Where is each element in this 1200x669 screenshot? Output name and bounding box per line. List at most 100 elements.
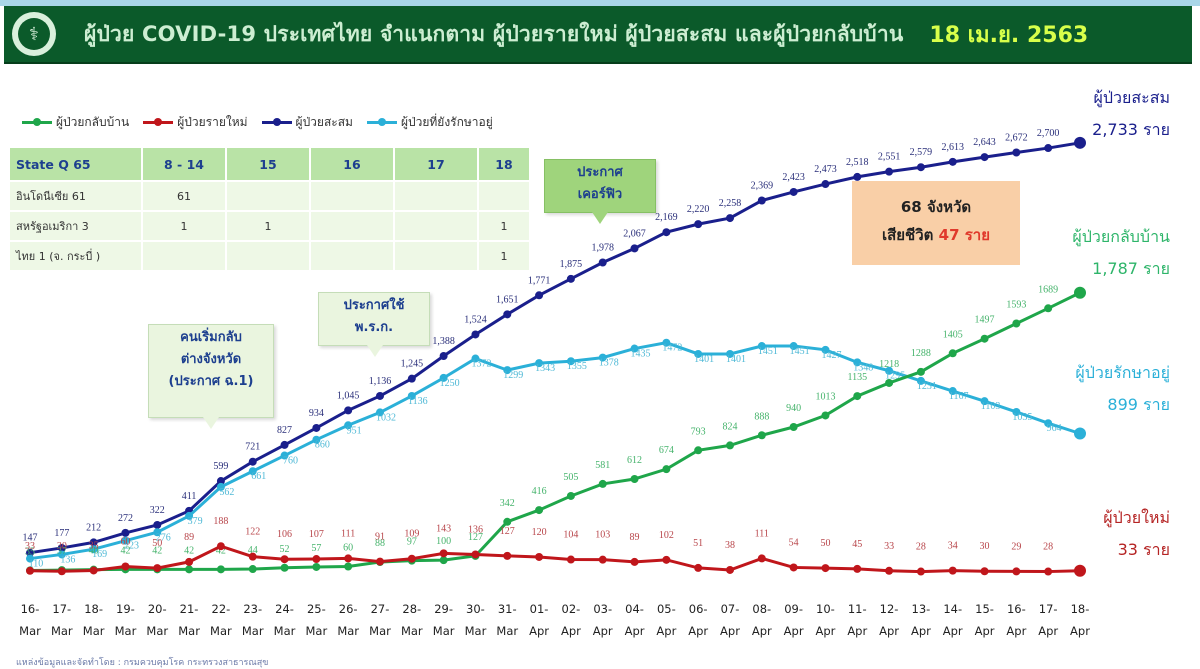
data-label: 33	[884, 541, 894, 552]
data-label: 89	[630, 532, 640, 543]
data-label: 1689	[1038, 284, 1058, 295]
data-point	[344, 421, 353, 430]
legend-swatch-icon	[366, 118, 397, 126]
data-point	[280, 555, 289, 564]
data-label: 106	[277, 529, 292, 540]
legend-swatch-icon	[261, 118, 292, 126]
data-label: 860	[315, 440, 330, 451]
data-label: 57	[311, 543, 321, 554]
table-cell	[395, 212, 477, 240]
data-point	[566, 274, 575, 283]
data-label: 223	[124, 541, 139, 552]
data-label: 188	[213, 516, 228, 527]
data-point	[566, 357, 575, 366]
end-label-value: 2,733 ราย	[1092, 120, 1170, 139]
data-label: 1013	[815, 391, 835, 402]
data-label: 136	[468, 524, 483, 535]
data-point	[630, 344, 639, 353]
data-point	[344, 554, 353, 563]
legend-label: ผู้ป่วยรายใหม่	[177, 115, 248, 129]
data-point	[26, 548, 34, 557]
data-point	[89, 545, 98, 554]
data-label: 1451	[790, 346, 810, 357]
data-point	[1012, 148, 1021, 157]
state-quarantine-table: State Q 65 8 - 14 15 16 17 18 อินโดนีเซี…	[8, 146, 531, 272]
data-point	[821, 345, 830, 354]
x-tick-label: 23- Mar	[241, 602, 264, 638]
table-cell	[143, 242, 225, 270]
data-label: 28	[1043, 542, 1053, 553]
x-tick-label: 25- Mar	[305, 602, 328, 638]
callout-line: ต่างจังหวัด	[180, 352, 242, 367]
callout-emergency-decree: ประกาศใช้ พ.ร.ก.	[318, 292, 430, 357]
data-label: 760	[283, 456, 298, 467]
data-point	[1074, 564, 1086, 577]
provinces-count: 68 จังหวัด	[900, 198, 972, 216]
data-point	[535, 552, 544, 561]
x-tick-label: 21- Mar	[178, 602, 200, 638]
data-label: 107	[309, 529, 324, 540]
data-point	[216, 542, 225, 551]
data-point	[853, 392, 862, 401]
data-point	[185, 557, 194, 566]
summary-box: 68 จังหวัด เสียชีวิต 47 ราย	[852, 181, 1020, 265]
data-point	[471, 550, 480, 559]
data-label: 104	[563, 530, 578, 541]
data-point	[503, 551, 512, 560]
x-tick-label: 11- Apr	[847, 602, 868, 638]
callout-travel-announcement: คนเริ่มกลับ ต่างจังหวัด (ประกาศ ฉ.1)	[148, 324, 274, 429]
data-point	[407, 374, 416, 383]
data-point	[757, 196, 766, 205]
data-point	[312, 435, 321, 444]
x-tick-label: 08- Apr	[751, 602, 772, 638]
data-label: 505	[563, 472, 578, 483]
data-label: 1103	[981, 401, 1001, 412]
table-header: 8 - 14	[143, 148, 225, 180]
table-cell: 1	[479, 212, 529, 240]
data-point	[726, 349, 734, 358]
data-point	[885, 366, 894, 375]
data-point	[789, 187, 798, 196]
data-label: 2,700	[1037, 128, 1060, 139]
data-label: 1,245	[401, 359, 424, 370]
data-point	[980, 334, 989, 343]
data-point	[344, 406, 353, 415]
data-point	[89, 566, 98, 575]
x-tick-label: 24- Mar	[273, 602, 296, 638]
data-label: 827	[277, 425, 292, 436]
x-tick-label: 12- Apr	[879, 602, 900, 638]
data-point	[503, 310, 512, 319]
x-tick-label: 18- Mar	[82, 602, 105, 638]
data-point	[26, 554, 34, 563]
series-line	[29, 141, 1081, 555]
x-tick-label: 05- Apr	[656, 602, 677, 638]
data-point	[916, 376, 925, 385]
data-point	[280, 563, 289, 572]
data-label: 1593	[1006, 300, 1026, 311]
data-point	[853, 564, 862, 573]
data-point	[598, 258, 607, 267]
data-label: 661	[251, 471, 266, 482]
data-label: 1250	[440, 378, 460, 389]
data-label: 1497	[975, 315, 995, 326]
data-label: 1288	[911, 348, 931, 359]
data-label: 1355	[567, 361, 587, 372]
data-label: 2,258	[719, 198, 742, 209]
data-point	[885, 566, 894, 575]
data-label: 42	[216, 545, 226, 556]
data-label: 1343	[535, 363, 555, 374]
chart-title: ผู้ป่วย COVID-19 ประเทศไทย จำแนกตาม ผู้ป…	[84, 21, 904, 46]
data-label: 599	[213, 461, 228, 472]
data-label: 272	[118, 513, 133, 524]
data-label: 1,524	[464, 314, 487, 325]
data-point	[376, 408, 384, 417]
data-point	[57, 567, 66, 576]
data-label: 1401	[694, 354, 714, 365]
x-tick-label: 16- Apr	[1006, 602, 1027, 638]
table-header: State Q 65	[10, 148, 141, 180]
end-label-title: ผู้ป่วยสะสม	[1093, 88, 1170, 107]
data-label: 35	[25, 546, 35, 557]
data-label: 940	[786, 403, 801, 414]
data-label: 1401	[726, 354, 746, 365]
